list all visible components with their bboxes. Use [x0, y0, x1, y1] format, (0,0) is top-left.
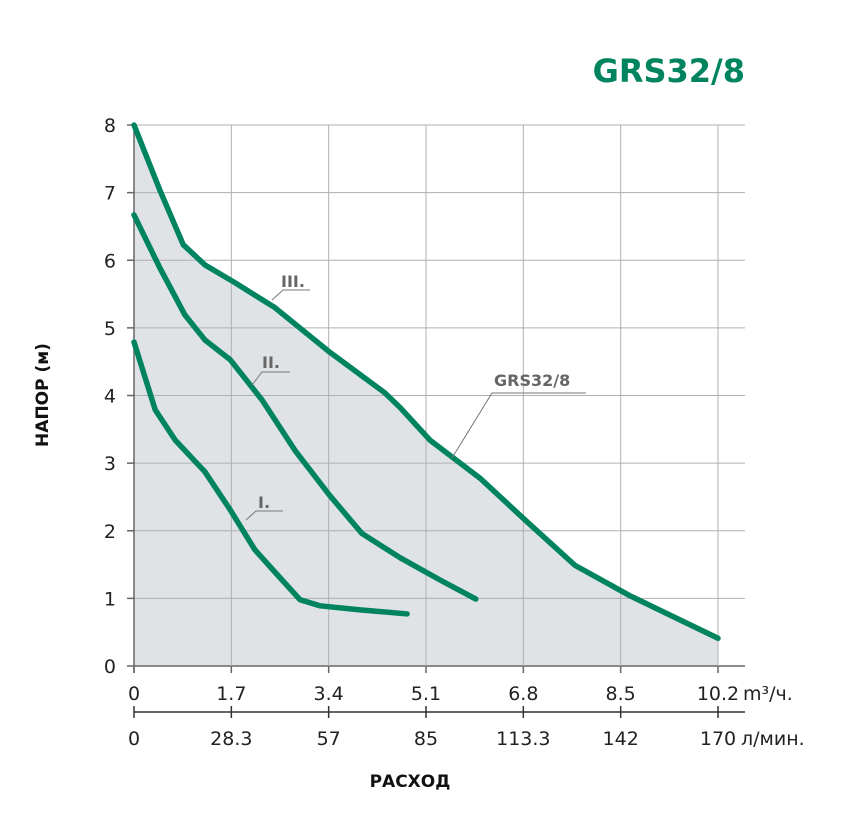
curve-speed-2: [131, 212, 479, 602]
curve-label-iii-leader: [271, 289, 310, 301]
curve-speed-1: [131, 122, 721, 642]
y-tick-label: 0: [104, 656, 116, 678]
x-tick-label: 6.8: [508, 683, 538, 705]
curve-label-i: I.: [258, 493, 270, 512]
y-axis-title: НАПОР (м): [33, 343, 53, 447]
x-tick-label: 8.5: [606, 683, 636, 705]
y-tick-label: 5: [104, 318, 116, 340]
x2-tick-label: 142: [603, 728, 639, 750]
y-tick-label: 8: [104, 115, 116, 137]
x-tick-label: 5.1: [411, 683, 441, 705]
x-tick-label: 10.2: [697, 683, 739, 705]
x2-tick-label: 0: [128, 728, 140, 750]
x2-tick-label: 113.3: [496, 728, 550, 750]
x2-tick-label: 28.3: [210, 728, 252, 750]
x-axis-title: РАСХОД: [370, 772, 451, 792]
x-unit-label: m³/ч.: [743, 683, 793, 705]
x2-tick-label: 170: [700, 728, 736, 750]
y-tick-label: 7: [104, 183, 116, 205]
y-tick-label: 1: [104, 588, 116, 610]
y-tick-label: 2: [104, 521, 116, 543]
x2-unit-label: л/мин.: [741, 728, 805, 750]
area-label-leader: [451, 392, 586, 459]
x2-tick-label: 85: [414, 728, 438, 750]
chart-title: GRS32/8: [592, 52, 745, 90]
x-tick-label: 3.4: [314, 683, 344, 705]
curve-label-ii: II.: [262, 353, 280, 372]
curve-label-ii-leader: [251, 371, 290, 386]
area-label: GRS32/8: [494, 371, 570, 390]
x2-tick-label: 57: [317, 728, 341, 750]
y-tick-label: 3: [104, 453, 116, 475]
x-tick-label: 1.7: [216, 683, 246, 705]
y-tick-label: 6: [104, 250, 116, 272]
curve-speed-3: [131, 339, 410, 617]
curve-label-i-leader: [245, 510, 283, 521]
curve-label-iii: III.: [281, 272, 305, 291]
y-tick-label: 4: [104, 386, 116, 408]
x-tick-label: 0: [128, 683, 140, 705]
